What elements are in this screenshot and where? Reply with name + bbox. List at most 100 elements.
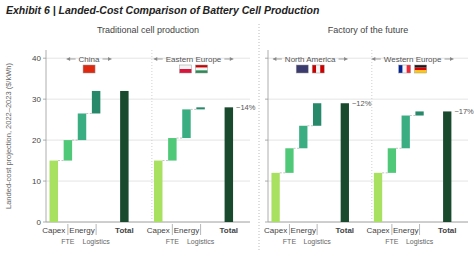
- bar: [225, 107, 233, 222]
- grid-line: [46, 222, 250, 223]
- region-label: North America: [285, 55, 336, 64]
- flag-stripe: [415, 70, 427, 73]
- annotation: ~12%: [352, 99, 372, 108]
- bar: [196, 107, 204, 109]
- flag-stripe: [407, 65, 411, 73]
- connector: [294, 148, 300, 149]
- x-sub-label: FTE: [61, 238, 75, 245]
- x-sub-label: Logistics: [187, 238, 215, 246]
- annotation: ~14%: [236, 103, 256, 112]
- bar: [182, 109, 190, 138]
- flag-stripe: [316, 65, 320, 73]
- flag-outline: [180, 65, 192, 73]
- flag-outline: [196, 65, 208, 73]
- bar: [92, 91, 100, 114]
- bar: [299, 126, 307, 149]
- x-sub-label: Logistics: [83, 238, 111, 246]
- bar: [120, 91, 128, 222]
- connector: [382, 172, 388, 173]
- y-tick: [265, 140, 268, 141]
- bar: [402, 116, 410, 149]
- y-tick-label: 20: [32, 136, 41, 145]
- bar: [64, 140, 72, 160]
- region-arrow-head: [67, 57, 71, 61]
- sub-label-tick: [172, 224, 173, 235]
- panel: Factory of the futureCapexFTEEnergyLogis…: [264, 25, 474, 246]
- x-tick-label: Capex: [147, 226, 170, 235]
- connector: [58, 160, 64, 161]
- bar: [415, 111, 423, 115]
- grid-line: [46, 181, 250, 182]
- region-arrow-head: [108, 57, 112, 61]
- bar: [78, 113, 86, 140]
- bar: [443, 111, 451, 222]
- x-tick-label: Energy: [174, 226, 199, 235]
- flag-outline: [399, 65, 411, 73]
- y-tick: [43, 181, 46, 182]
- panel: Traditional cell production 0 10 20 30 40 Land…: [4, 25, 256, 246]
- x-tick-label: Energy: [291, 226, 316, 235]
- connector: [191, 109, 197, 110]
- x-tick-label: Total: [220, 226, 239, 235]
- flag-stripe: [180, 65, 192, 69]
- y-axis: [268, 50, 269, 222]
- connector: [86, 113, 92, 114]
- y-tick-label: 30: [32, 95, 41, 104]
- x-tick-label: Capex: [366, 226, 389, 235]
- flag-stripe: [415, 68, 427, 71]
- grid-line: [268, 181, 468, 182]
- flag-stripe: [296, 65, 308, 73]
- y-tick: [43, 222, 46, 223]
- x-axis: [46, 222, 250, 223]
- annotation: ~17%: [454, 107, 474, 116]
- x-tick-label: Total: [115, 226, 134, 235]
- region-arrow-head: [273, 57, 277, 61]
- flag-stripe: [399, 65, 403, 73]
- grid-line: [46, 99, 250, 100]
- bar: [50, 161, 58, 222]
- connector: [72, 140, 78, 141]
- connector: [162, 160, 168, 161]
- sub-label-tick: [419, 224, 420, 235]
- bar: [388, 148, 396, 173]
- y-axis-label: Landed-cost projection, 2022–2023 ($/kWh…: [4, 63, 13, 209]
- region-label: China: [79, 55, 100, 64]
- region-arrow-head: [154, 57, 158, 61]
- subtitle: Traditional cell production: [97, 25, 199, 35]
- bar: [374, 173, 382, 222]
- flag-stripe: [320, 65, 324, 73]
- region-label: Eastern Europe: [166, 55, 222, 64]
- flag-stripe: [196, 65, 208, 68]
- y-tick-label: 0: [37, 218, 42, 227]
- region-arrow-head: [372, 57, 376, 61]
- bar: [285, 148, 293, 173]
- chart: Exhibit 6 | Landed-Cost Comparison of Ba…: [0, 0, 474, 274]
- x-sub-label: FTE: [283, 238, 297, 245]
- y-tick: [265, 58, 268, 59]
- bar: [271, 173, 279, 222]
- plot-area: [50, 50, 234, 222]
- y-tick-label: 10: [32, 177, 41, 186]
- flag-outline: [415, 65, 427, 73]
- flag-stripe: [196, 70, 208, 73]
- grid-line: [46, 140, 250, 141]
- region-arrow-head: [344, 57, 348, 61]
- x-tick-label: Capex: [42, 226, 65, 235]
- x-sub-label: FTE: [166, 238, 180, 245]
- flag-stripe: [403, 65, 407, 73]
- y-tick: [43, 58, 46, 59]
- y-tick: [43, 99, 46, 100]
- x-tick-label: Capex: [264, 226, 287, 235]
- sub-label-tick: [67, 224, 68, 235]
- x-tick-label: Total: [336, 226, 355, 235]
- grid-line: [268, 140, 468, 141]
- y-tick-label: 40: [32, 54, 41, 63]
- x-axis: [268, 222, 468, 223]
- group-separator: [371, 50, 372, 222]
- connector: [177, 138, 183, 139]
- x-sub-label: Logistics: [304, 238, 332, 246]
- x-sub-label: Logistics: [406, 238, 434, 246]
- bar: [168, 138, 176, 161]
- flag-stripe: [415, 65, 427, 68]
- connector: [307, 125, 313, 126]
